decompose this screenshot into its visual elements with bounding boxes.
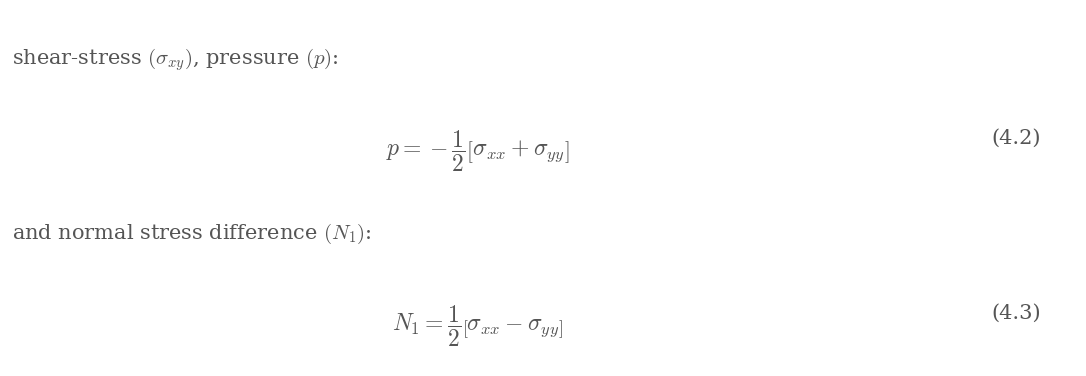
Text: and normal stress difference $(N_1)$:: and normal stress difference $(N_1)$: xyxy=(12,221,371,246)
Text: (4.3): (4.3) xyxy=(992,304,1041,323)
Text: (4.2): (4.2) xyxy=(992,128,1041,147)
Text: $p = -\dfrac{1}{2}\left[\sigma_{xx} + \sigma_{yy}\right]$: $p = -\dfrac{1}{2}\left[\sigma_{xx} + \s… xyxy=(387,128,570,174)
Text: shear-stress $(\sigma_{xy})$, pressure $(p)$:: shear-stress $(\sigma_{xy})$, pressure $… xyxy=(12,46,339,73)
Text: $N_1 = \dfrac{1}{2}\left[\sigma_{xx} - \sigma_{yy}\right]$: $N_1 = \dfrac{1}{2}\left[\sigma_{xx} - \… xyxy=(392,304,564,349)
